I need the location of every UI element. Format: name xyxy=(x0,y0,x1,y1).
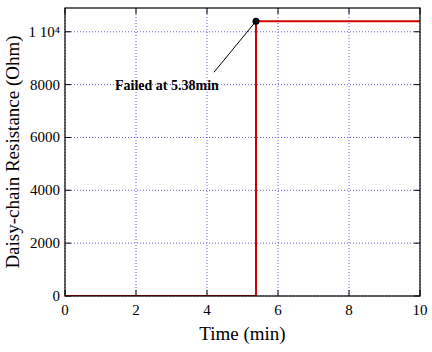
grid-line xyxy=(65,31,420,32)
tick-mark xyxy=(278,8,279,14)
annotation-arrow xyxy=(214,21,256,72)
annotation-text: Failed at 5.38min xyxy=(115,78,219,93)
tick-mark xyxy=(65,137,71,138)
tick-label: 0 xyxy=(61,302,69,318)
grid-line xyxy=(65,137,420,138)
tick-mark xyxy=(414,190,420,191)
tick-mark xyxy=(136,8,137,14)
plot-frame xyxy=(65,8,420,296)
x-axis-label: Time (min) xyxy=(199,323,285,345)
grid-line xyxy=(278,8,279,296)
tick-label: 2 xyxy=(132,302,140,318)
tick-mark xyxy=(65,31,71,32)
tick-mark xyxy=(65,84,71,85)
data-line xyxy=(65,21,420,296)
grid-line xyxy=(65,243,420,244)
grid-line xyxy=(136,8,137,296)
grid-line xyxy=(349,8,350,296)
tick-label: 6000 xyxy=(30,129,60,145)
tick-label: 2000 xyxy=(30,235,60,251)
tick-mark xyxy=(414,31,420,32)
grid-line xyxy=(65,190,420,191)
tick-mark xyxy=(65,243,71,244)
tick-mark xyxy=(278,290,279,296)
plot-area xyxy=(65,21,420,296)
grid-line xyxy=(207,8,208,296)
tick-label: 4000 xyxy=(30,182,60,198)
tick-label: 10 xyxy=(413,302,428,318)
tick-label: 6 xyxy=(274,302,282,318)
tick-label: 8000 xyxy=(30,77,60,93)
tick-label: 1 10⁴ xyxy=(29,24,60,40)
tick-mark xyxy=(414,137,420,138)
annotation-marker xyxy=(252,18,259,25)
tick-label: 8 xyxy=(345,302,353,318)
tick-label: 0 xyxy=(53,288,61,304)
tick-mark xyxy=(207,8,208,14)
tick-mark xyxy=(414,84,420,85)
y-axis-label: Daisy-chain Resistance (Ohm) xyxy=(2,35,24,268)
chart: 0 2 4 6 8 10 0 2000 4000 6000 8000 1 10⁴ Failed at 5… xyxy=(0,0,432,352)
tick-label: 4 xyxy=(203,302,211,318)
tick-mark xyxy=(414,243,420,244)
tick-mark xyxy=(349,290,350,296)
tick-mark xyxy=(65,190,71,191)
tick-mark xyxy=(349,8,350,14)
